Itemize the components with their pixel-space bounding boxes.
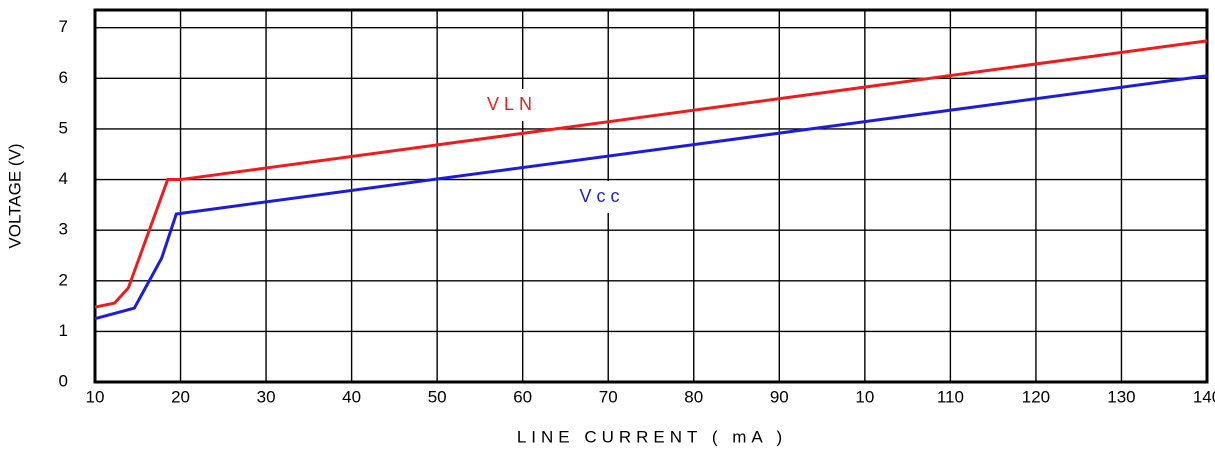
x-tick-label: 60 xyxy=(513,387,532,406)
x-tick-label: 120 xyxy=(1022,387,1050,406)
series-label: Vcc xyxy=(579,186,624,206)
x-tick-label: 90 xyxy=(770,387,789,406)
y-tick-label: 7 xyxy=(59,17,68,36)
y-tick-label: 3 xyxy=(59,220,68,239)
y-tick-label: 4 xyxy=(59,169,68,188)
x-tick-label: 10 xyxy=(86,387,105,406)
x-tick-label: 80 xyxy=(684,387,703,406)
label-background xyxy=(476,89,548,121)
y-tick-label: 5 xyxy=(59,118,68,137)
x-tick-label: 110 xyxy=(937,387,964,406)
y-tick-label: 0 xyxy=(59,371,68,390)
y-tick-label: 1 xyxy=(59,321,68,340)
x-tick-label: 140 xyxy=(1193,387,1215,406)
x-tick-label: 10 xyxy=(855,387,874,406)
x-axis-label: LINE CURRENT ( mA ) xyxy=(517,427,787,446)
line xyxy=(94,39,1208,309)
series-label: VLN xyxy=(487,94,537,114)
y-tick-label: 2 xyxy=(59,270,68,289)
x-tick-label: 40 xyxy=(342,387,361,406)
x-tick-label: 20 xyxy=(171,387,190,406)
x-tick-label: 130 xyxy=(1107,387,1135,406)
label-background xyxy=(566,181,638,213)
y-tick-label: 6 xyxy=(59,68,68,87)
y-axis-label: VOLTAGE (V) xyxy=(5,143,24,248)
line xyxy=(94,74,1208,321)
plot-border xyxy=(93,8,1209,384)
x-tick-label: 30 xyxy=(257,387,276,406)
x-tick-label: 50 xyxy=(428,387,447,406)
x-tick-label: 70 xyxy=(599,387,618,406)
